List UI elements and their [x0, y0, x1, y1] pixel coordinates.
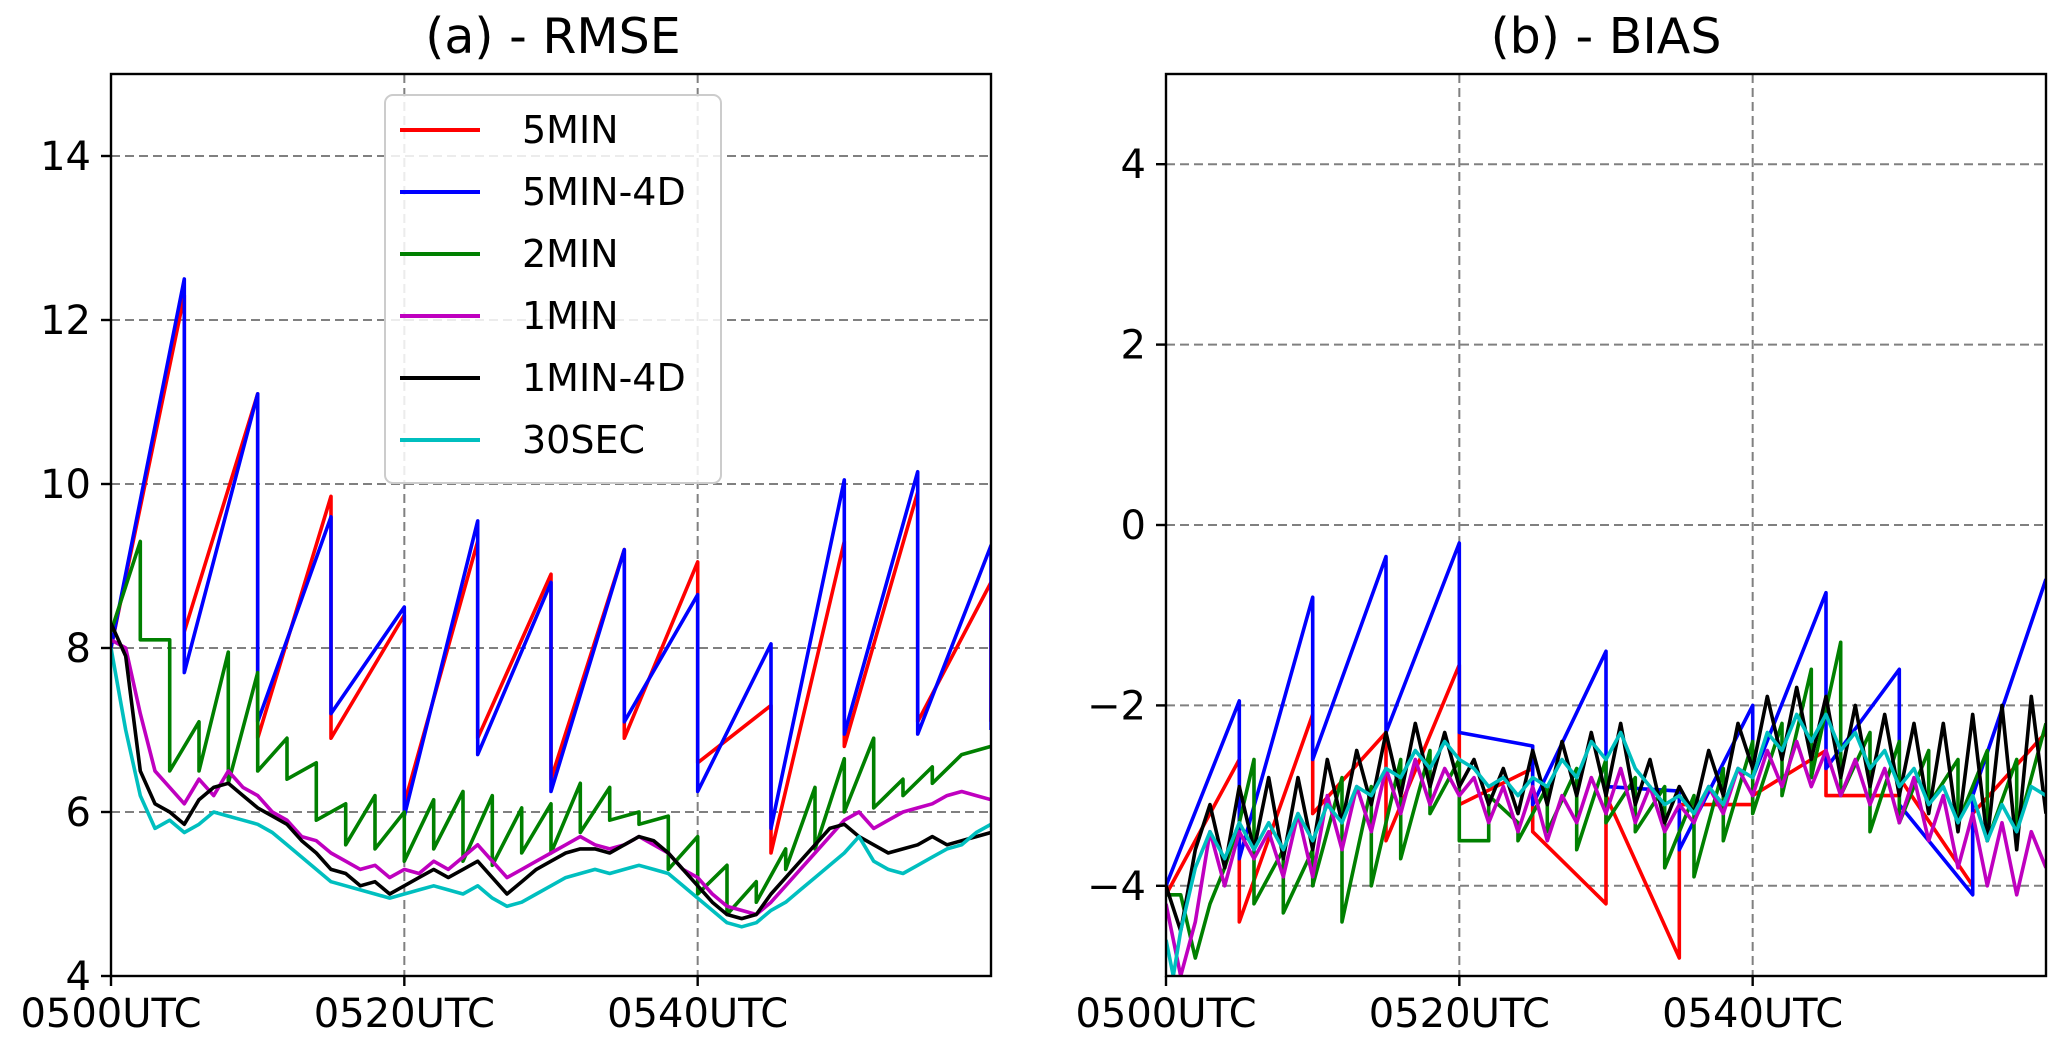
bias-tick-labels: 0500UTC 0520UTC 0540UTC −4 −2 0 2 4 — [1075, 142, 1843, 1037]
rmse-series-1min — [111, 638, 991, 917]
legend: 5MIN 5MIN-4D 2MIN 1MIN 1MIN-4D 30SEC — [384, 94, 722, 484]
rmse-x-tick-label: 0520UTC — [314, 991, 495, 1037]
rmse-series-30sec — [111, 647, 991, 929]
rmse-x-tick-label: 0500UTC — [20, 991, 201, 1037]
rmse-y-tick-label: 12 — [40, 298, 91, 344]
legend-label: 5MIN-4D — [522, 170, 686, 214]
bias-series-30sec — [1166, 712, 2046, 976]
legend-label: 30SEC — [522, 418, 645, 462]
legend-entry-2min: 2MIN — [400, 232, 619, 276]
legend-entry-30sec: 30SEC — [400, 418, 645, 462]
bias-series-1min-4d — [1166, 685, 2046, 933]
rmse-x-tick-label: 0540UTC — [607, 991, 788, 1037]
bias-chart-title: (b) - BIAS — [1491, 8, 1722, 65]
legend-label: 5MIN — [522, 108, 619, 152]
rmse-y-tick-label: 4 — [66, 954, 91, 1000]
legend-entry-5min-4d: 5MIN-4D — [400, 170, 686, 214]
rmse-y-tick-label: 6 — [66, 790, 91, 836]
rmse-axes-frame — [109, 72, 993, 978]
legend-entry-1min-4d: 1MIN-4D — [400, 356, 686, 400]
legend-label: 2MIN — [522, 232, 619, 276]
bias-series-1min — [1166, 739, 2046, 976]
rmse-tick-labels: 0500UTC 0520UTC 0540UTC 4 6 8 10 12 14 — [20, 134, 788, 1037]
legend-label: 1MIN — [522, 294, 619, 338]
bias-plot-area — [1164, 72, 2048, 978]
rmse-y-tick-label: 10 — [40, 462, 91, 508]
bias-y-tick-label: 0 — [1121, 503, 1146, 549]
bias-x-tick-label: 0520UTC — [1369, 991, 1550, 1037]
rmse-series-2min — [111, 539, 991, 917]
bias-y-tick-label: −2 — [1087, 683, 1146, 729]
rmse-series-1min-4d — [111, 622, 991, 921]
bias-y-tick-label: −4 — [1087, 864, 1146, 910]
bias-x-tick-label: 0500UTC — [1075, 991, 1256, 1037]
legend-label: 1MIN-4D — [522, 356, 686, 400]
rmse-chart-title: (a) - RMSE — [425, 8, 680, 65]
bias-series-5min-4d — [1166, 541, 2046, 897]
rmse-y-tick-label: 14 — [40, 134, 91, 180]
bias-x-tick-label: 0540UTC — [1662, 991, 1843, 1037]
bias-y-tick-label: 4 — [1121, 142, 1146, 188]
rmse-y-tick-label: 8 — [66, 626, 91, 672]
rmse-series-lines — [111, 277, 991, 929]
rmse-plot-area — [109, 72, 993, 978]
bias-series-lines — [1166, 541, 2046, 976]
legend-entry-1min: 1MIN — [400, 294, 619, 338]
panel-bias: (b) - BIAS 0500UTC 0520UTC 0540UTC −4 −2 0 2 4 — [1075, 8, 2048, 1037]
panel-rmse: (a) - RMSE 0500UTC 0520UTC 0540UTC 4 6 8 10 12 1… — [20, 8, 993, 1037]
legend-entry-5min: 5MIN — [400, 108, 619, 152]
bias-y-tick-label: 2 — [1121, 323, 1146, 369]
